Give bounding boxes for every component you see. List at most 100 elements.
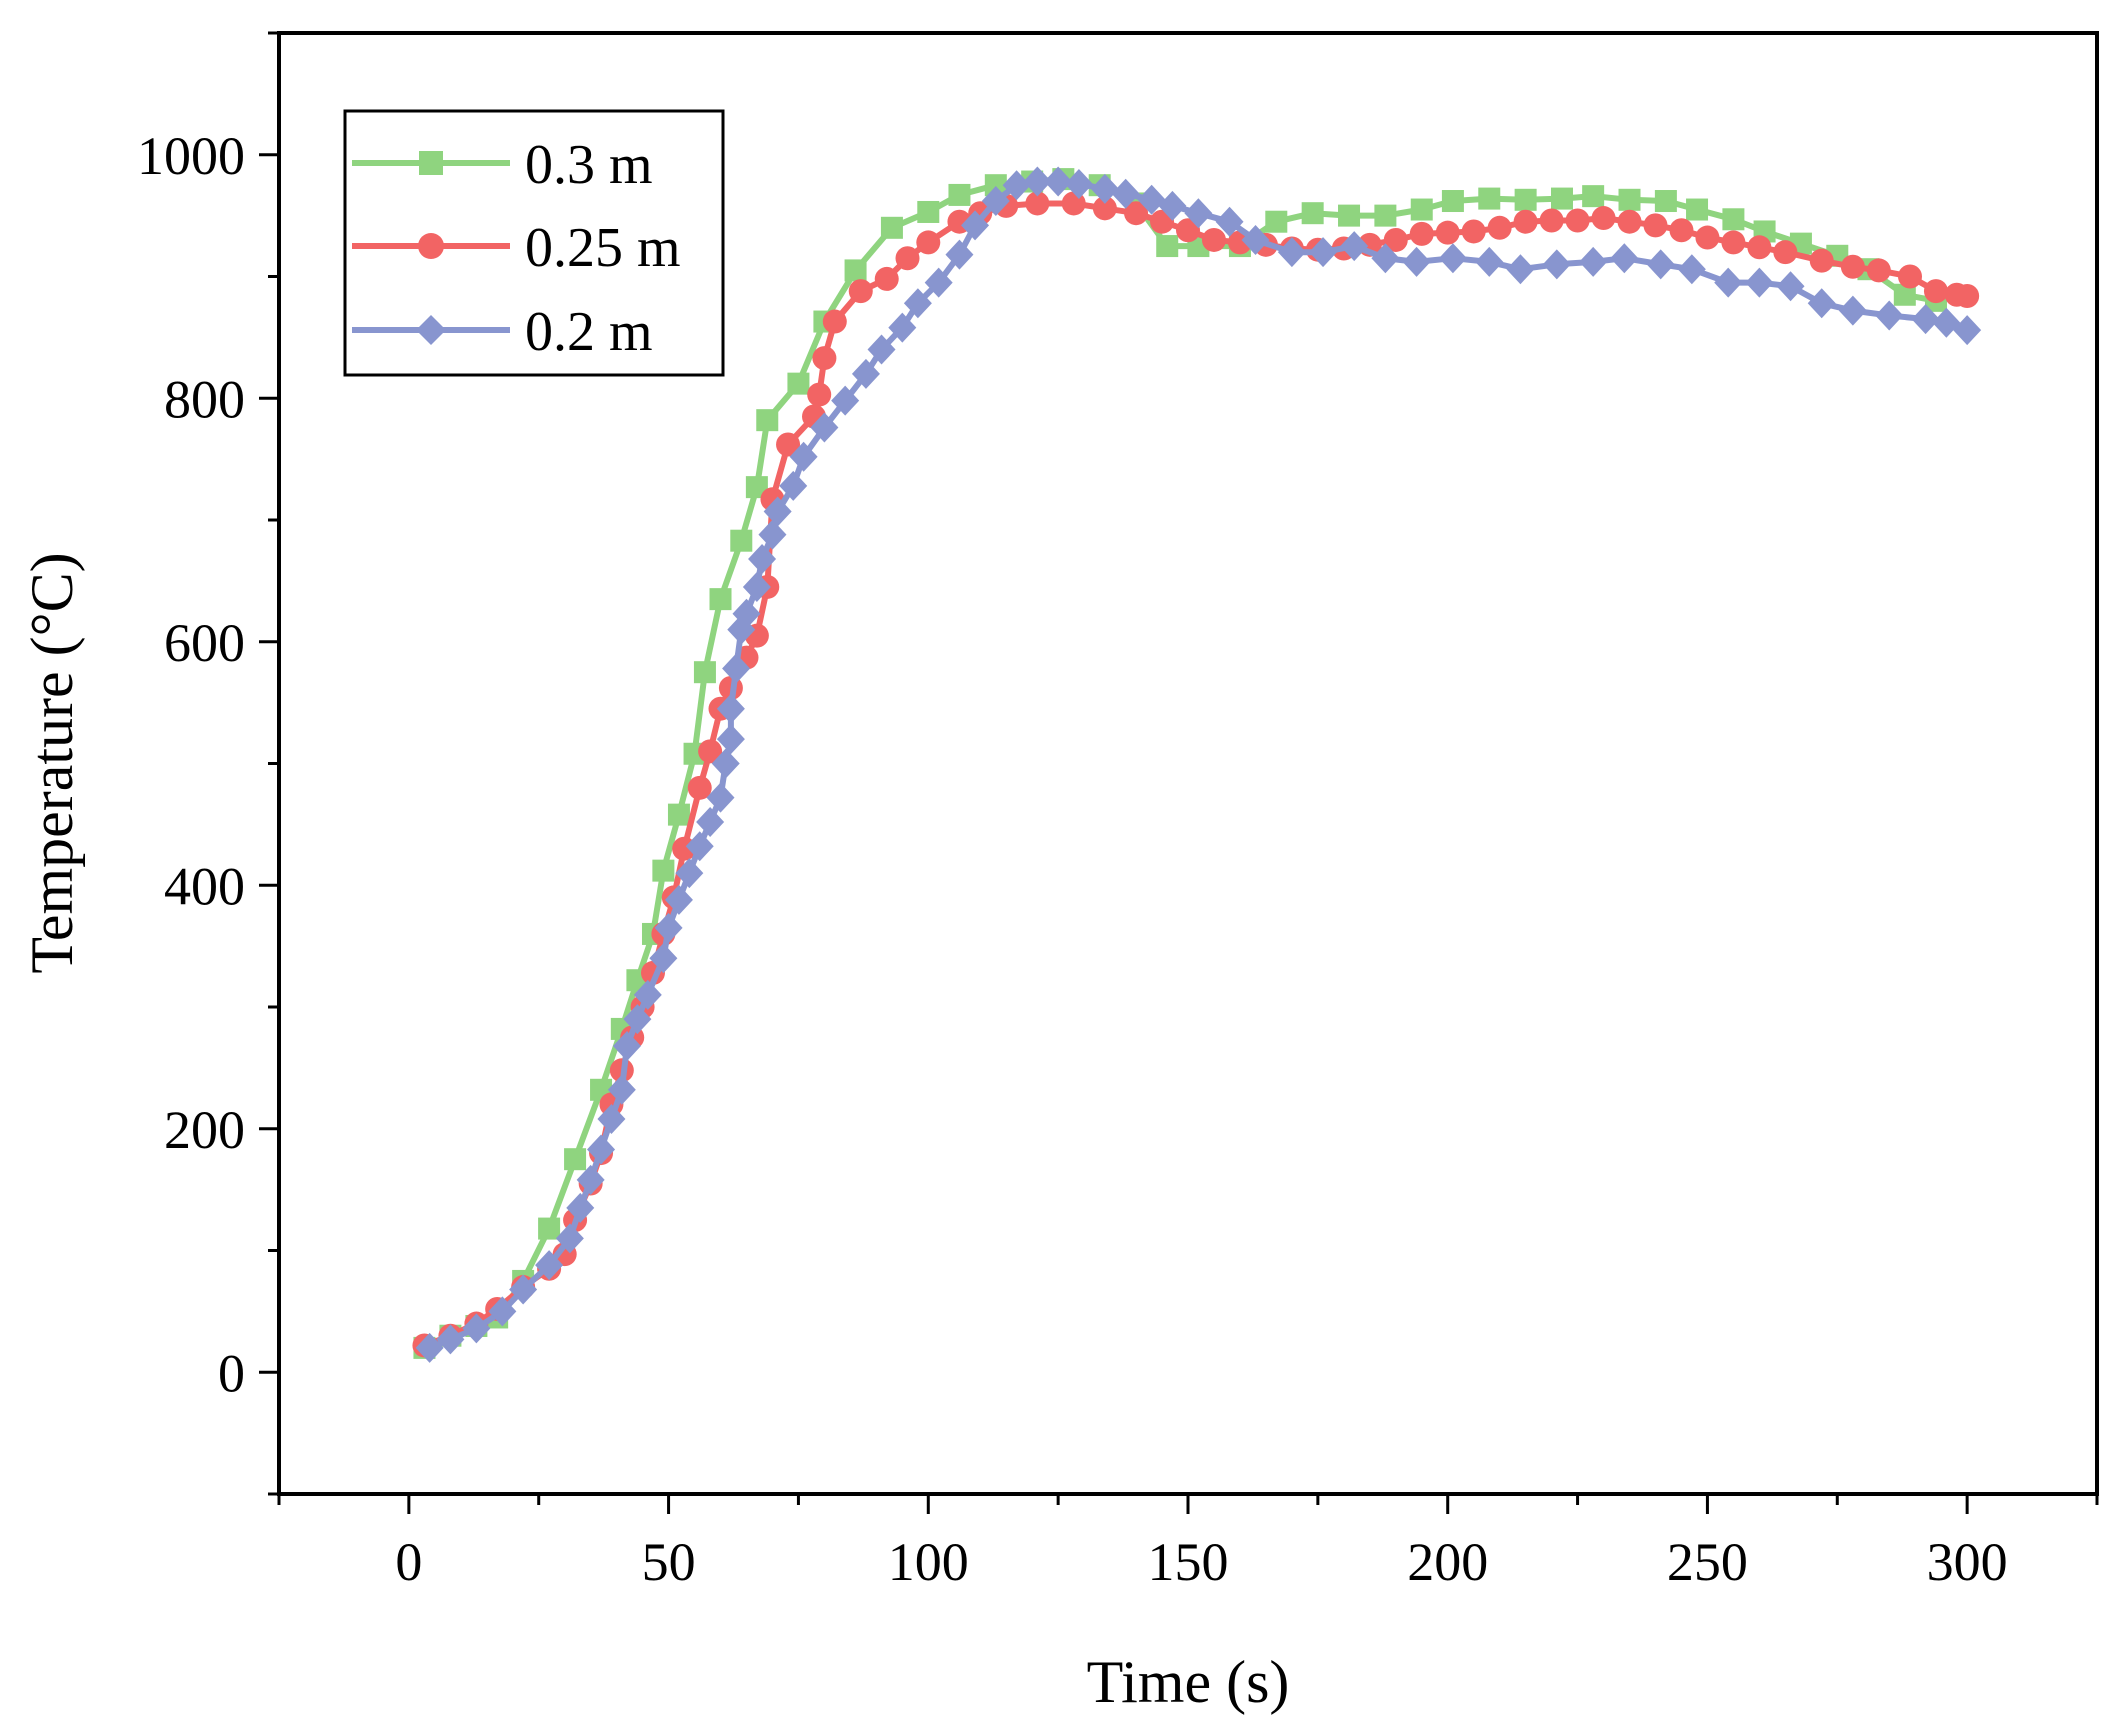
data-point-0.25m xyxy=(687,775,712,800)
data-point-0.2m xyxy=(649,943,678,974)
data-point-0.3m xyxy=(1550,187,1573,210)
data-point-0.25m xyxy=(1435,220,1460,245)
data-point-0.2m xyxy=(758,519,787,550)
data-point-0.3m xyxy=(1582,185,1605,208)
data-point-0.25m xyxy=(1866,258,1891,283)
data-point-0.3m xyxy=(844,259,867,282)
legend-label-0.25m: 0.25 m xyxy=(525,217,681,279)
data-point-0.2m xyxy=(1542,249,1571,280)
data-point-0.2m xyxy=(716,724,745,755)
data-point-0.2m xyxy=(1340,231,1369,262)
data-point-0.25m xyxy=(822,309,847,334)
data-point-0.2m xyxy=(1111,178,1140,209)
data-point-0.3m xyxy=(693,661,716,684)
y-tick-label: 0 xyxy=(218,1343,245,1403)
data-point-0.2m xyxy=(696,806,725,837)
data-point-0.2m xyxy=(1090,173,1119,204)
data-point-0.25m xyxy=(848,279,873,304)
data-point-0.2m xyxy=(1023,166,1052,197)
data-point-0.25m xyxy=(1898,264,1923,289)
data-point-0.25m xyxy=(1565,208,1590,233)
data-point-0.3m xyxy=(745,476,768,499)
data-point-0.3m xyxy=(667,803,690,826)
axis-layer: 0 50 100 150 200 250 300 0 200 400 600 800 1000 xyxy=(137,31,2099,1592)
legend-entry-0.2m: 0.2 m xyxy=(352,301,653,363)
data-point-0.2m xyxy=(436,1324,465,1355)
data-point-0.3m xyxy=(1156,235,1179,258)
data-point-0.25m xyxy=(1773,240,1798,265)
data-point-0.2m xyxy=(462,1313,491,1344)
data-point-0.3m xyxy=(1514,188,1537,211)
data-point-0.3m xyxy=(730,529,753,552)
x-axis-title: Time (s) xyxy=(1087,1649,1290,1715)
data-point-0.3m xyxy=(1301,202,1324,225)
data-point-0.25m xyxy=(1695,225,1720,250)
data-point-0.2m xyxy=(1438,243,1467,274)
data-point-0.25m xyxy=(1539,208,1564,233)
data-point-0.2m xyxy=(1371,243,1400,274)
data-point-0.25m xyxy=(1617,209,1642,234)
data-point-0.2m xyxy=(1044,166,1073,197)
data-point-0.2m xyxy=(1002,170,1031,201)
data-point-0.2m xyxy=(654,912,683,943)
data-point-0.3m xyxy=(1654,190,1677,213)
data-point-0.25m xyxy=(698,739,723,764)
data-point-0.25m xyxy=(812,346,837,371)
legend-swatch-marker-0.3m xyxy=(419,151,443,175)
series-0.2m xyxy=(415,166,1982,1363)
legend-entry-0.3m: 0.3 m xyxy=(352,134,653,196)
data-point-0.25m xyxy=(1809,248,1834,273)
data-point-0.3m xyxy=(564,1148,587,1171)
y-tick-label: 400 xyxy=(164,856,245,916)
data-point-0.25m xyxy=(1461,219,1486,244)
x-tick-label: 250 xyxy=(1667,1532,1748,1592)
legend-entry-0.25m: 0.25 m xyxy=(352,217,681,279)
x-tick-label: 300 xyxy=(1927,1532,2008,1592)
data-point-0.2m xyxy=(566,1192,595,1223)
data-point-0.2m xyxy=(961,210,990,241)
data-point-0.2m xyxy=(613,1030,642,1061)
data-point-0.2m xyxy=(903,288,932,319)
data-point-0.2m xyxy=(763,496,792,527)
x-tick-label: 50 xyxy=(642,1532,696,1592)
data-point-0.2m xyxy=(810,412,839,443)
data-point-0.2m xyxy=(789,441,818,472)
data-point-0.3m xyxy=(880,216,903,239)
data-point-0.25m xyxy=(1747,235,1772,260)
data-point-0.2m xyxy=(576,1164,605,1195)
data-point-0.2m xyxy=(415,1332,444,1363)
data-point-0.2m xyxy=(1677,254,1706,285)
data-point-0.2m xyxy=(633,979,662,1010)
data-point-0.2m xyxy=(888,312,917,343)
data-point-0.3m xyxy=(756,409,779,432)
data-point-0.2m xyxy=(1838,295,1867,326)
data-point-0.25m xyxy=(1409,221,1434,246)
data-point-0.25m xyxy=(1124,201,1149,226)
data-point-0.3m xyxy=(917,200,940,223)
data-point-0.2m xyxy=(587,1134,616,1165)
series-layer xyxy=(412,166,1982,1363)
data-point-0.25m xyxy=(1513,209,1538,234)
data-point-0.2m xyxy=(1402,246,1431,277)
data-point-0.2m xyxy=(732,598,761,629)
data-point-0.2m xyxy=(555,1223,584,1254)
data-point-0.3m xyxy=(1441,190,1464,213)
data-point-0.2m xyxy=(1646,249,1675,280)
data-point-0.2m xyxy=(706,782,735,813)
data-point-0.3m xyxy=(1478,187,1501,210)
data-point-0.2m xyxy=(1064,168,1093,199)
data-point-0.25m xyxy=(1487,215,1512,240)
x-tick-label: 100 xyxy=(888,1532,969,1592)
data-point-0.2m xyxy=(716,693,745,724)
legend-label-0.2m: 0.2 m xyxy=(525,301,653,363)
data-point-0.2m xyxy=(742,571,771,602)
data-point-0.3m xyxy=(652,859,675,882)
data-point-0.25m xyxy=(1591,206,1616,231)
data-point-0.3m xyxy=(1265,210,1288,233)
data-point-0.2m xyxy=(711,748,740,779)
x-tick-label: 0 xyxy=(395,1532,422,1592)
data-point-0.25m xyxy=(776,432,801,457)
y-axis-title: Temperature (°C) xyxy=(19,552,85,973)
data-point-0.3m xyxy=(538,1217,561,1240)
